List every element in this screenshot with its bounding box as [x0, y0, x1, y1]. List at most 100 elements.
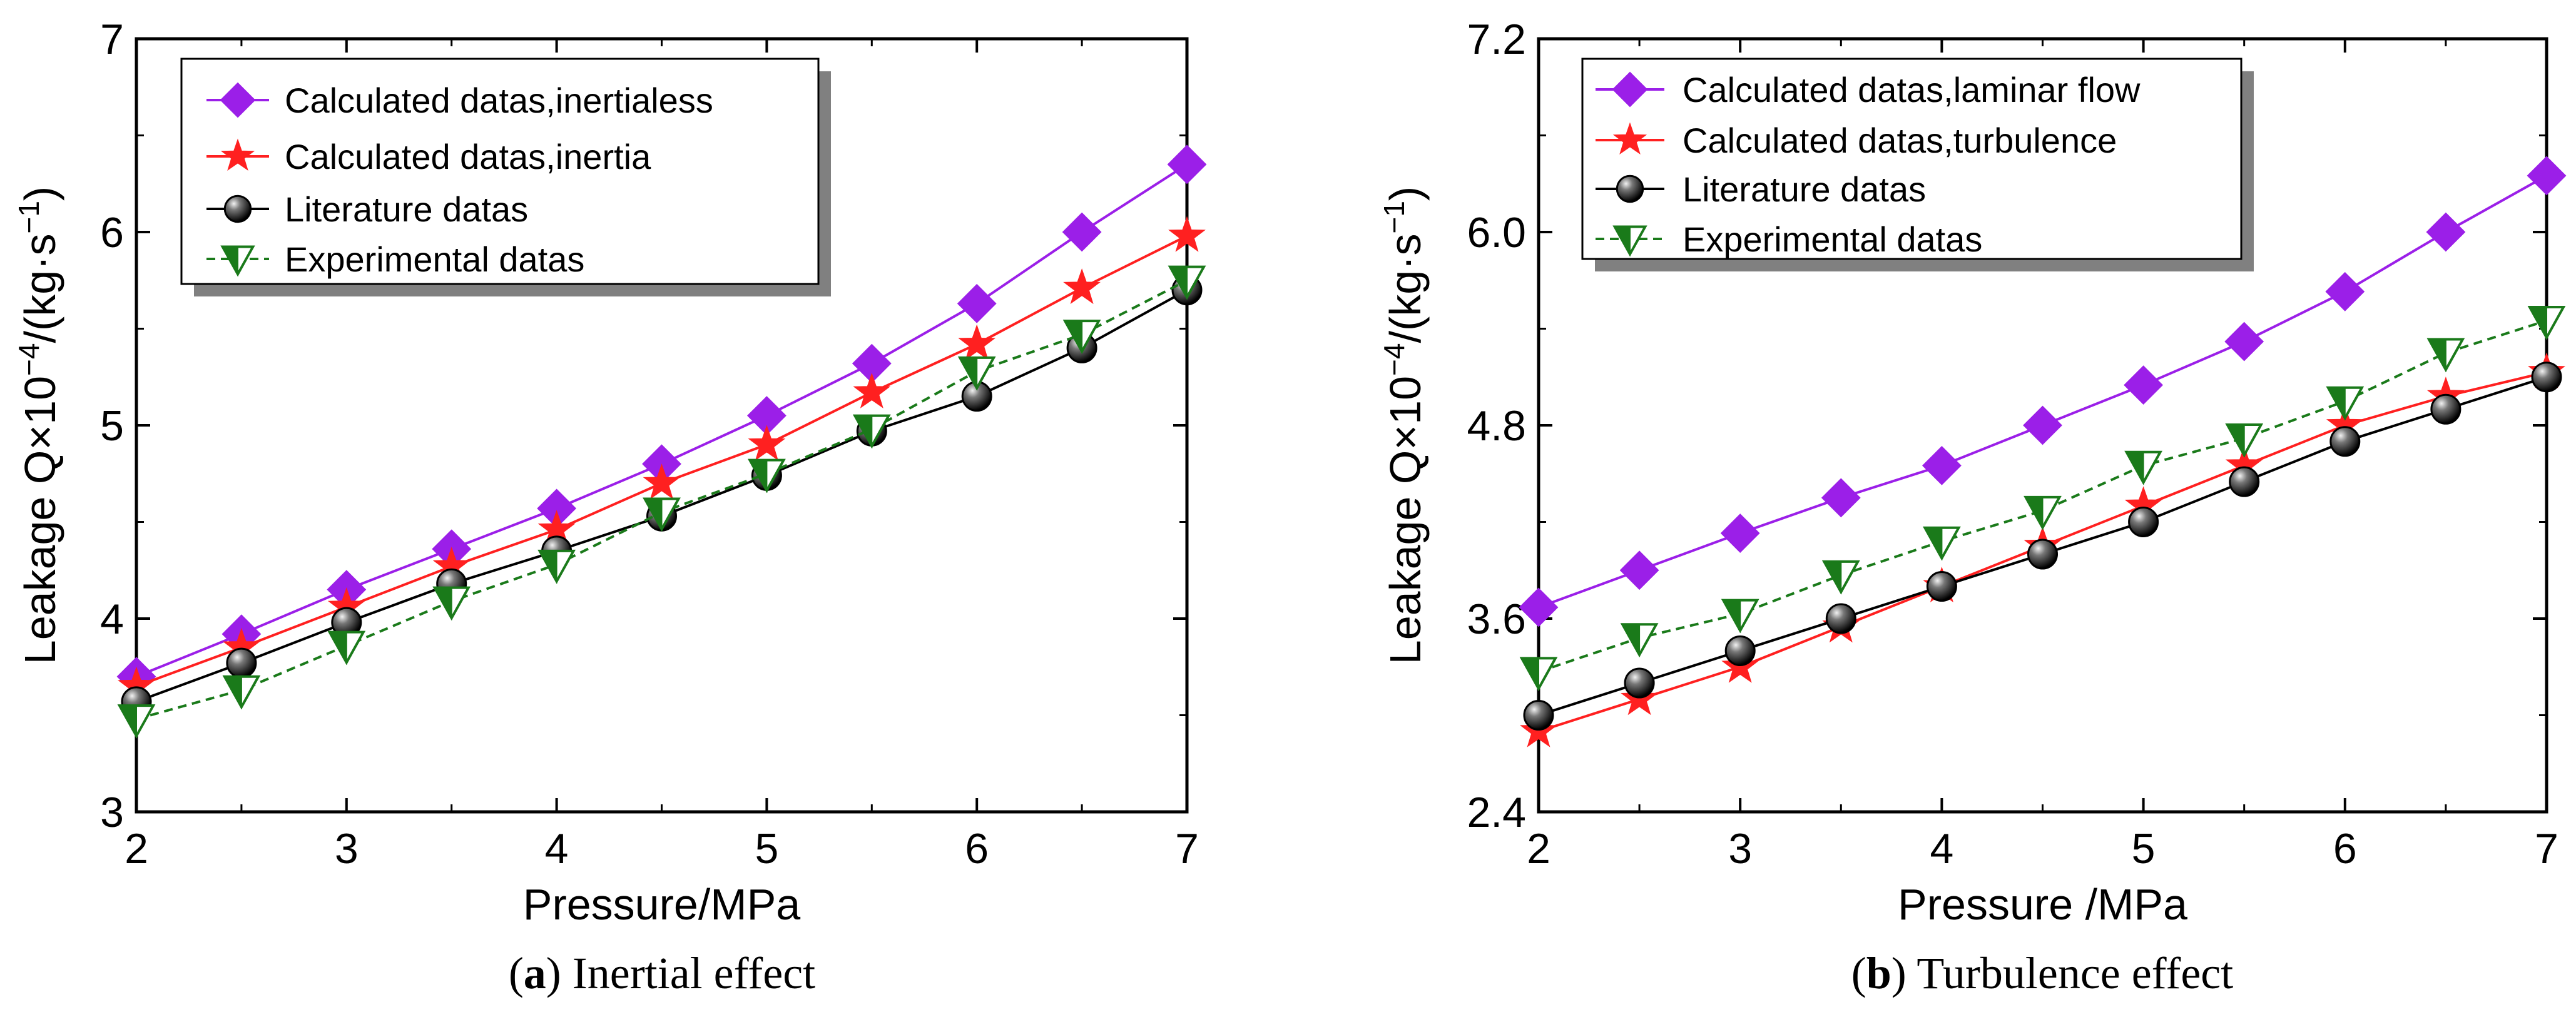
x-tick-label: 5 — [755, 825, 778, 873]
x-axis-label: Pressure/MPa — [523, 880, 801, 929]
y-axis-label: Leakage Q×10−4/(kg·s−1) — [13, 186, 64, 664]
legend-marker-1 — [220, 82, 256, 118]
data-point-s1-10 — [1062, 212, 1102, 252]
data-point-s3-8 — [2229, 466, 2260, 497]
y-tick-label: 6.0 — [1467, 209, 1526, 256]
x-tick-label: 4 — [1930, 825, 1953, 873]
legend-marker-4 — [1612, 225, 1647, 257]
data-point-s3-11 — [2531, 362, 2562, 393]
data-point-s2-8 — [853, 372, 891, 408]
data-point-s1-11 — [2527, 156, 2567, 196]
y-tick-label: 5 — [100, 402, 124, 450]
chart-panel-turbulence: 2 3 4 5 6 7 2.4 3.6 4.8 6.0 7.2 Calculated datas,la… — [1378, 16, 2567, 998]
data-point-s4-9 — [2326, 386, 2365, 421]
x-tick-label: 2 — [1527, 825, 1550, 873]
legend-marker-4 — [220, 245, 255, 277]
data-point-s1-10 — [2426, 212, 2466, 252]
data-point-s3-10 — [2430, 393, 2461, 425]
data-point-s1-3 — [1720, 514, 1760, 553]
data-point-s4-8 — [852, 414, 891, 449]
y-tick-label: 4.8 — [1467, 402, 1526, 450]
x-tick-label: 5 — [2132, 825, 2156, 873]
legend-label-1: Calculated datas,laminar flow — [1683, 70, 2141, 109]
series-line-4 — [1538, 319, 2547, 673]
data-point-s3-2 — [226, 647, 257, 679]
data-point-s4-6 — [643, 497, 681, 532]
data-point-s3-7 — [2128, 507, 2159, 537]
legend-label-3: Literature datas — [1683, 170, 1926, 209]
data-point-s1-5 — [1922, 445, 1962, 485]
x-tick-label: 6 — [2333, 825, 2357, 873]
data-point-s3-6 — [2027, 539, 2058, 570]
data-point-s1-9 — [2325, 271, 2365, 311]
data-point-s3-5 — [1926, 571, 1957, 602]
legend-label-2: Calculated datas,turbulence — [1683, 121, 2117, 160]
data-point-s4-6 — [2024, 495, 2062, 530]
data-point-s4-10 — [2426, 338, 2465, 373]
data-point-s4-4 — [1821, 560, 1860, 595]
data-point-s4-1 — [117, 704, 156, 739]
data-point-s4-3 — [1721, 599, 1759, 634]
panel-caption: (a) Inertial effect — [509, 948, 815, 998]
data-point-s1-8 — [2224, 321, 2264, 362]
data-point-s1-6 — [2023, 405, 2062, 445]
data-point-s3-1 — [1523, 700, 1554, 731]
data-point-s2-6 — [643, 463, 681, 500]
legend-marker-1 — [1612, 71, 1648, 108]
y-tick-label: 7 — [100, 16, 124, 63]
legend-marker-2 — [220, 138, 255, 171]
legend-label-2: Calculated datas,inertia — [285, 137, 651, 176]
data-point-s1-1 — [1519, 587, 1559, 627]
data-point-s3-3 — [1724, 635, 1756, 666]
data-point-s4-11 — [2527, 306, 2566, 340]
data-point-s4-1 — [1519, 657, 1558, 692]
data-point-s4-8 — [2225, 423, 2264, 458]
legend-marker-3 — [1616, 175, 1644, 203]
legend-label-1: Calculated datas,inertialess — [285, 81, 713, 120]
y-tick-label: 3 — [100, 789, 124, 836]
data-point-s3-2 — [1624, 667, 1655, 699]
legend-marker-2 — [1612, 122, 1647, 155]
x-tick-label: 4 — [545, 825, 569, 873]
y-tick-label: 6 — [100, 209, 124, 256]
data-point-s4-11 — [1168, 265, 1206, 300]
y-tick-label: 4 — [100, 595, 124, 643]
x-axis-label: Pressure /MPa — [1898, 880, 2187, 929]
legend-box — [1581, 58, 2243, 260]
y-tick-label: 7.2 — [1467, 16, 1526, 63]
data-point-s4-9 — [957, 356, 996, 391]
data-point-s4-10 — [1062, 320, 1101, 354]
data-point-s1-9 — [957, 283, 997, 323]
data-point-s1-7 — [2124, 365, 2164, 405]
data-point-s1-11 — [1167, 144, 1207, 185]
data-point-s4-2 — [1620, 623, 1659, 658]
panel-caption: (b) Turbulence effect — [1851, 948, 2234, 998]
y-axis-label: Leakage Q×10−4/(kg·s−1) — [1378, 186, 1430, 664]
data-point-s2-11 — [1168, 216, 1206, 252]
legend-label-4: Experimental datas — [1683, 220, 1982, 259]
data-point-s3-4 — [1825, 603, 1856, 634]
x-tick-label: 6 — [965, 825, 989, 873]
data-point-s2-10 — [1063, 268, 1101, 305]
y-tick-label: 3.6 — [1467, 595, 1526, 643]
legend-label-3: Literature datas — [285, 190, 528, 229]
x-tick-label: 2 — [125, 825, 148, 873]
data-point-s4-2 — [222, 675, 261, 710]
data-point-s4-5 — [537, 549, 576, 584]
data-point-s3-9 — [2329, 426, 2361, 457]
data-point-s4-3 — [327, 630, 366, 665]
x-tick-label: 7 — [2535, 825, 2558, 873]
legend-box — [180, 58, 820, 285]
data-point-s4-7 — [2124, 450, 2162, 485]
data-point-s4-5 — [1923, 526, 1961, 561]
x-tick-label: 3 — [335, 825, 359, 873]
legend-marker-3 — [223, 195, 252, 223]
y-tick-label: 2.4 — [1467, 789, 1526, 836]
data-point-s4-7 — [748, 458, 786, 493]
data-point-s1-2 — [1619, 550, 1659, 590]
data-point-s2-7 — [748, 425, 786, 461]
x-tick-label: 7 — [1175, 825, 1199, 873]
x-tick-label: 3 — [1728, 825, 1752, 873]
